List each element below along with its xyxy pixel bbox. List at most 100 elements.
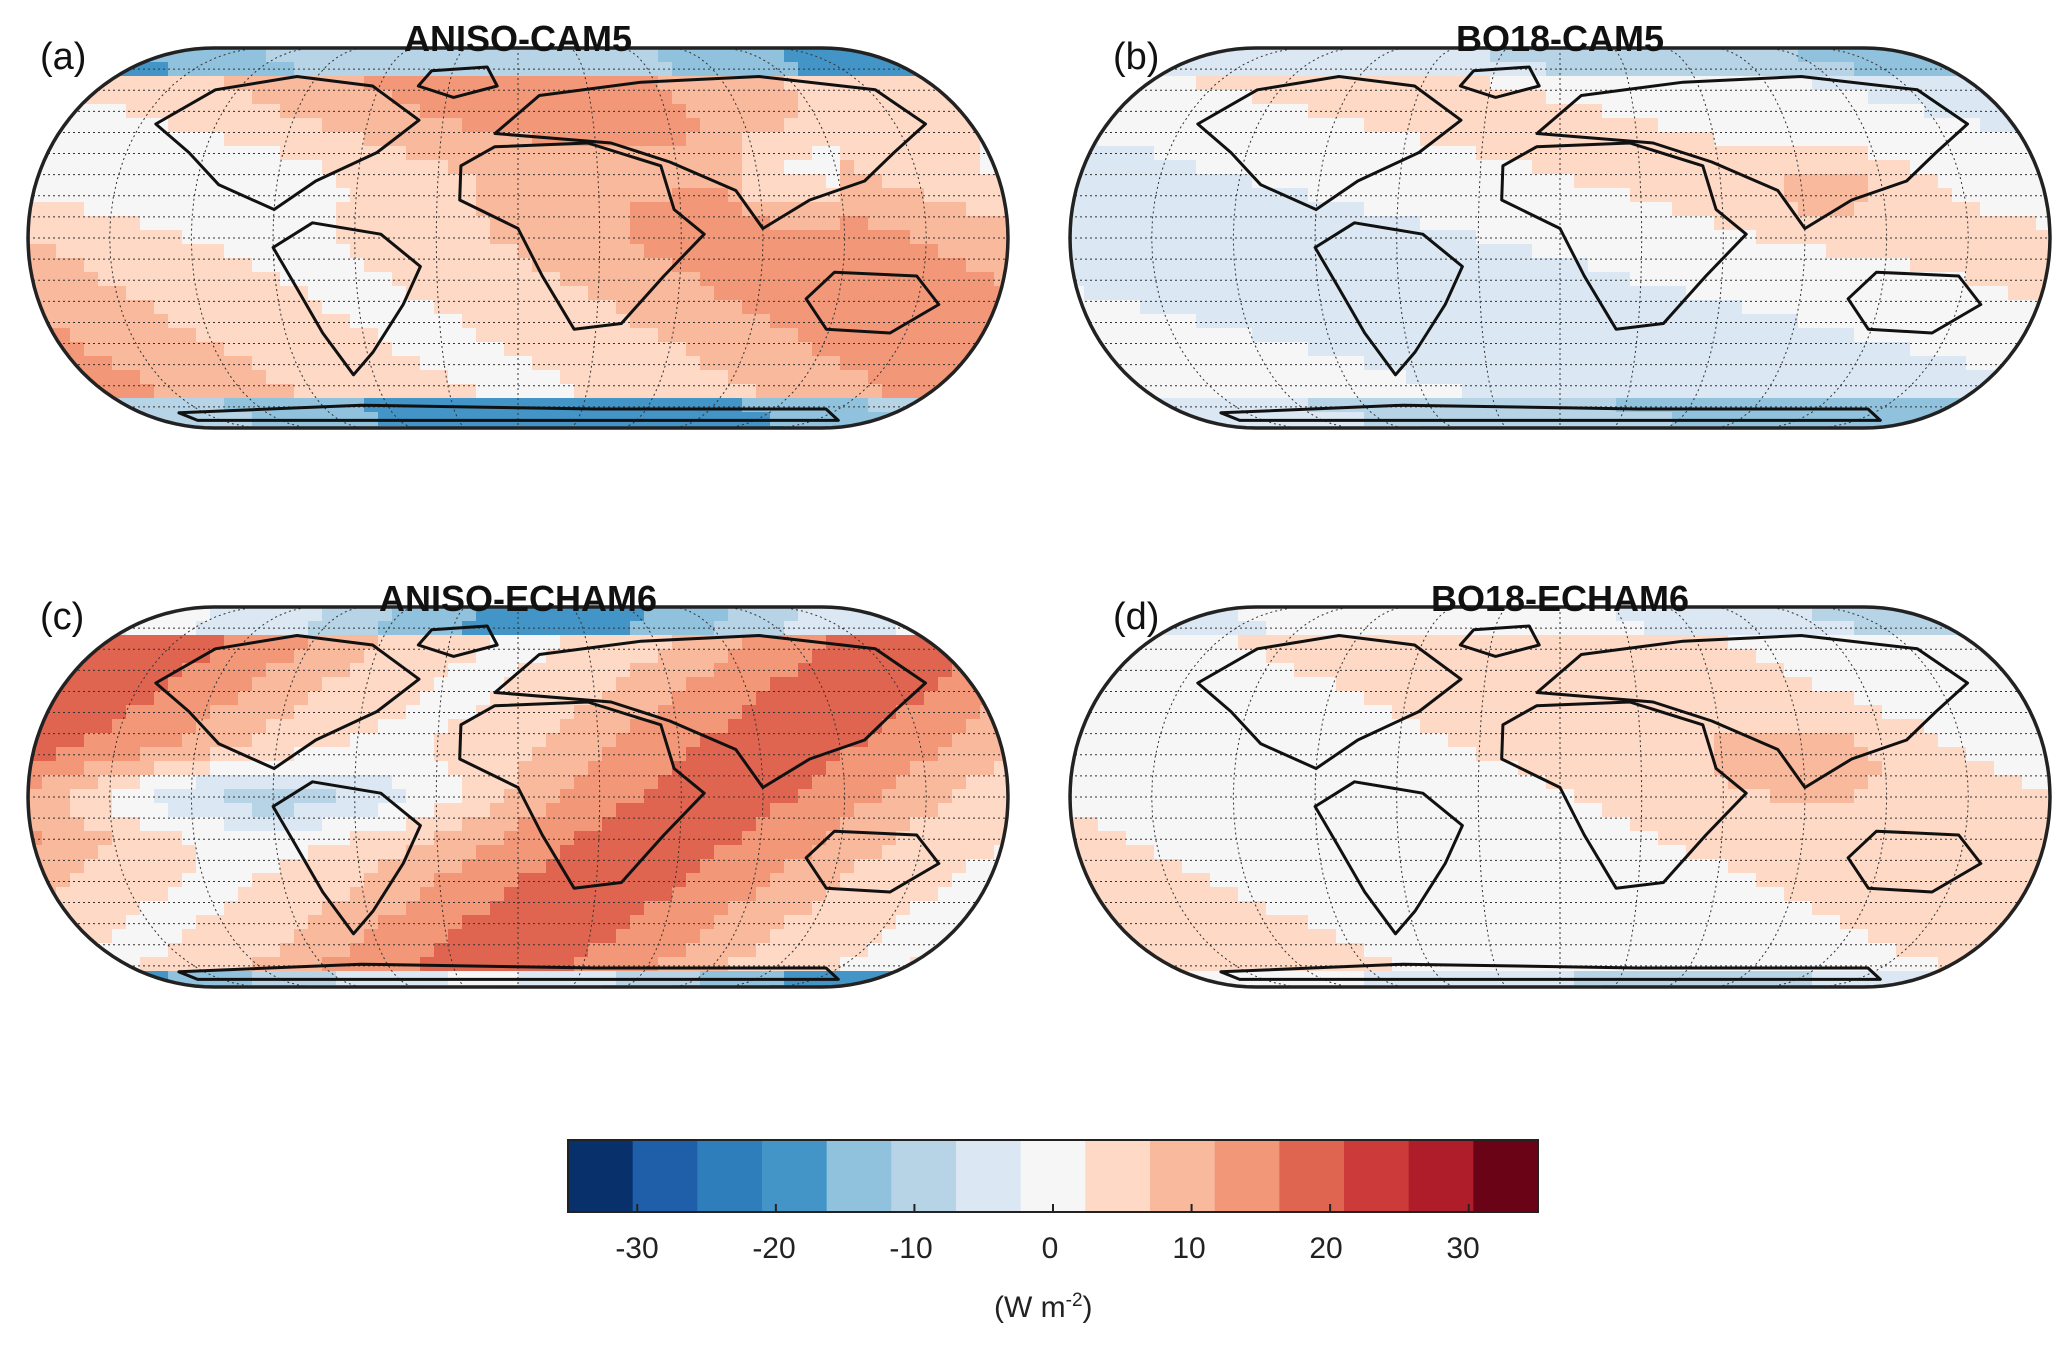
anomaly-cell: [70, 216, 85, 231]
anomaly-cell: [602, 747, 617, 762]
anomaly-cell: [224, 384, 239, 399]
anomaly-cell: [266, 118, 281, 133]
anomaly-cell: [1672, 384, 1687, 399]
anomaly-cell: [2036, 76, 2050, 91]
anomaly-cell: [308, 188, 323, 203]
anomaly-cell: [392, 272, 407, 287]
anomaly-cell: [1532, 272, 1547, 287]
anomaly-cell: [490, 398, 505, 413]
anomaly-cell: [140, 719, 155, 734]
anomaly-cell: [546, 370, 561, 385]
anomaly-cell: [616, 174, 631, 189]
anomaly-cell: [2008, 104, 2023, 119]
anomaly-cell: [448, 663, 463, 678]
anomaly-cell: [308, 356, 323, 371]
anomaly-cell: [826, 719, 841, 734]
anomaly-cell: [770, 146, 785, 161]
anomaly-cell: [854, 677, 869, 692]
anomaly-cell: [1294, 300, 1309, 315]
anomaly-cell: [1154, 258, 1169, 273]
anomaly-cell: [1826, 342, 1841, 357]
anomaly-cell: [462, 328, 477, 343]
anomaly-cell: [182, 733, 197, 748]
anomaly-cell: [2022, 300, 2037, 315]
anomaly-cell: [1854, 216, 1869, 231]
anomaly-cell: [70, 146, 85, 161]
anomaly-cell: [126, 342, 141, 357]
anomaly-cell: [1434, 216, 1449, 231]
anomaly-cell: [1966, 426, 1981, 428]
anomaly-cell: [574, 286, 589, 301]
anomaly-cell: [812, 160, 827, 175]
anomaly-cell: [672, 188, 687, 203]
anomaly-cell: [616, 677, 631, 692]
anomaly-cell: [1070, 244, 1085, 259]
anomaly-cell: [1476, 314, 1491, 329]
anomaly-cell: [350, 230, 365, 245]
anomaly-cell: [1168, 328, 1183, 343]
anomaly-cell: [1238, 342, 1253, 357]
anomaly-cell: [994, 328, 1008, 343]
anomaly-cell: [1770, 370, 1785, 385]
anomaly-cell: [434, 677, 449, 692]
anomaly-cell: [1210, 76, 1225, 91]
anomaly-cell: [378, 48, 393, 63]
anomaly-cell: [728, 761, 743, 776]
anomaly-cell: [1196, 62, 1211, 77]
anomaly-cell: [1840, 258, 1855, 273]
anomaly-cell: [980, 719, 995, 734]
anomaly-cell: [182, 244, 197, 259]
anomaly-cell: [98, 104, 113, 119]
anomaly-cell: [126, 607, 141, 622]
anomaly-cell: [1364, 272, 1379, 287]
anomaly-cell: [686, 132, 701, 147]
australia-coastline: [804, 270, 941, 335]
longitude-line: [568, 48, 601, 428]
anomaly-cell: [1700, 62, 1715, 77]
anomaly-cell: [154, 733, 169, 748]
anomaly-cell: [2008, 174, 2023, 189]
anomaly-cell: [1686, 370, 1701, 385]
anomaly-cell: [1742, 202, 1757, 217]
longitude-line: [354, 48, 417, 428]
anomaly-cell: [294, 733, 309, 748]
anomaly-cell: [616, 258, 631, 273]
anomaly-cell: [1616, 216, 1631, 231]
anomaly-cell: [1280, 370, 1295, 385]
anomaly-cell: [1644, 202, 1659, 217]
anomaly-cell: [1924, 132, 1939, 147]
anomaly-cell: [1084, 62, 1099, 77]
anomaly-cell: [882, 398, 897, 413]
anomaly-cell: [1420, 286, 1435, 301]
anomaly-cell: [364, 328, 379, 343]
anomaly-cell: [546, 789, 561, 804]
anomaly-cell: [462, 76, 477, 91]
anomaly-cell: [560, 677, 575, 692]
anomaly-cell: [574, 663, 589, 678]
anomaly-cell: [98, 160, 113, 175]
anomaly-cell: [1658, 356, 1673, 371]
anomaly-cell: [910, 328, 925, 343]
anomaly-cell: [1168, 202, 1183, 217]
anomaly-cell: [1266, 104, 1281, 119]
anomaly-cell: [28, 677, 43, 692]
anomaly-cell: [1742, 146, 1757, 161]
anomaly-cell: [700, 342, 715, 357]
anomaly-cell: [1406, 216, 1421, 231]
anomaly-cell: [1952, 202, 1967, 217]
anomaly-cell: [1434, 90, 1449, 105]
anomaly-cell: [854, 146, 869, 161]
anomaly-cell: [1364, 90, 1379, 105]
anomaly-cell: [1266, 342, 1281, 357]
anomaly-cell: [1392, 384, 1407, 399]
anomaly-cell: [196, 118, 211, 133]
anomaly-cell: [28, 342, 43, 357]
anomaly-cell: [1126, 328, 1141, 343]
anomaly-cell: [1196, 328, 1211, 343]
anomaly-cell: [2008, 160, 2023, 175]
anomaly-cell: [784, 733, 799, 748]
anomaly-cell: [1588, 174, 1603, 189]
anomaly-cell: [630, 607, 645, 622]
anomaly-cell: [1224, 244, 1239, 259]
anomaly-cell: [812, 244, 827, 259]
